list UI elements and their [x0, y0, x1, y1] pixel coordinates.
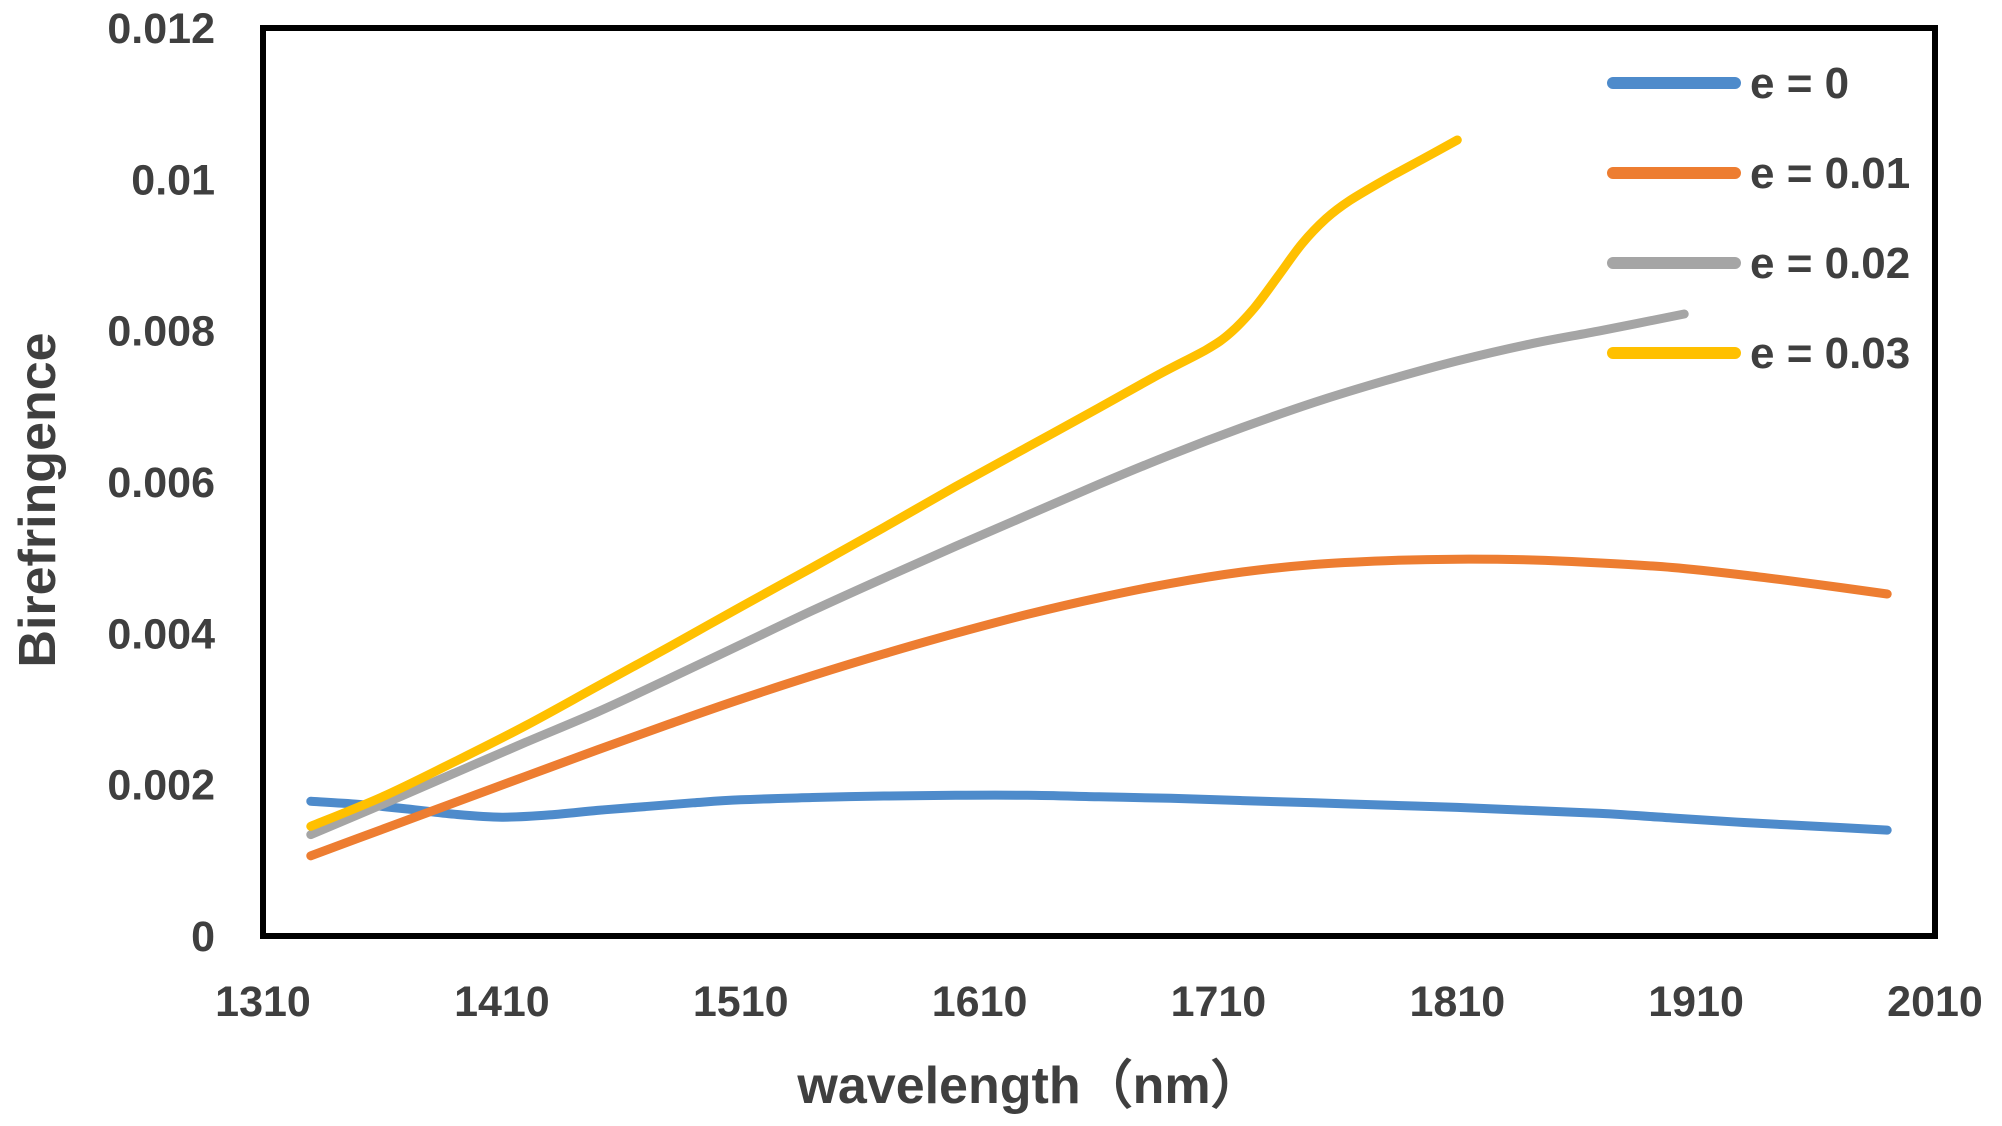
x-axis-title: wavelength（nm）	[796, 1057, 1262, 1115]
legend-label-e-0-03: e = 0.03	[1750, 329, 1910, 378]
series-line-e-0-03	[306, 135, 1462, 831]
y-tick-0-012: 0.012	[107, 5, 215, 53]
x-tick-2010: 2010	[1887, 978, 1983, 1026]
y-tick-0-004: 0.004	[107, 610, 215, 658]
y-tick-0-006: 0.006	[107, 459, 215, 507]
plot-area-border	[260, 25, 1938, 939]
legend-item-e-0-02: e = 0.02	[1607, 239, 1910, 288]
series-line-e-0	[306, 790, 1892, 835]
legend-item-e-0-03: e = 0.03	[1607, 329, 1910, 378]
legend-label-e-0-02: e = 0.02	[1750, 239, 1910, 288]
y-axis-tick-labels: 0 0.002 0.004 0.006 0.008 0.01 0.012	[107, 5, 215, 961]
series-lines	[306, 135, 1892, 861]
series-line-e-0-01	[306, 554, 1892, 861]
x-tick-1710: 1710	[1171, 978, 1267, 1026]
legend-label-e-0-01: e = 0.01	[1750, 149, 1910, 198]
legend-label-e-0: e = 0	[1750, 59, 1849, 108]
y-axis-title: Birefringence	[9, 332, 67, 667]
x-tick-1910: 1910	[1648, 978, 1744, 1026]
x-axis-tick-labels: 1310 1410 1510 1610 1710 1810 1910 2010	[215, 978, 1983, 1026]
y-tick-0-008: 0.008	[107, 308, 215, 356]
series-line-e-0-02	[306, 309, 1689, 840]
legend-item-e-0: e = 0	[1607, 59, 1849, 108]
x-tick-1310: 1310	[215, 978, 311, 1026]
legend-item-e-0-01: e = 0.01	[1607, 149, 1910, 198]
x-tick-1610: 1610	[932, 978, 1028, 1026]
x-tick-1510: 1510	[693, 978, 789, 1026]
y-tick-0-01: 0.01	[131, 156, 215, 204]
x-tick-1810: 1810	[1409, 978, 1505, 1026]
x-tick-1410: 1410	[454, 978, 550, 1026]
legend: e = 0 e = 0.01 e = 0.02 e = 0.03	[1607, 59, 1910, 378]
y-tick-0-002: 0.002	[107, 762, 215, 810]
y-tick-0: 0	[191, 913, 215, 961]
